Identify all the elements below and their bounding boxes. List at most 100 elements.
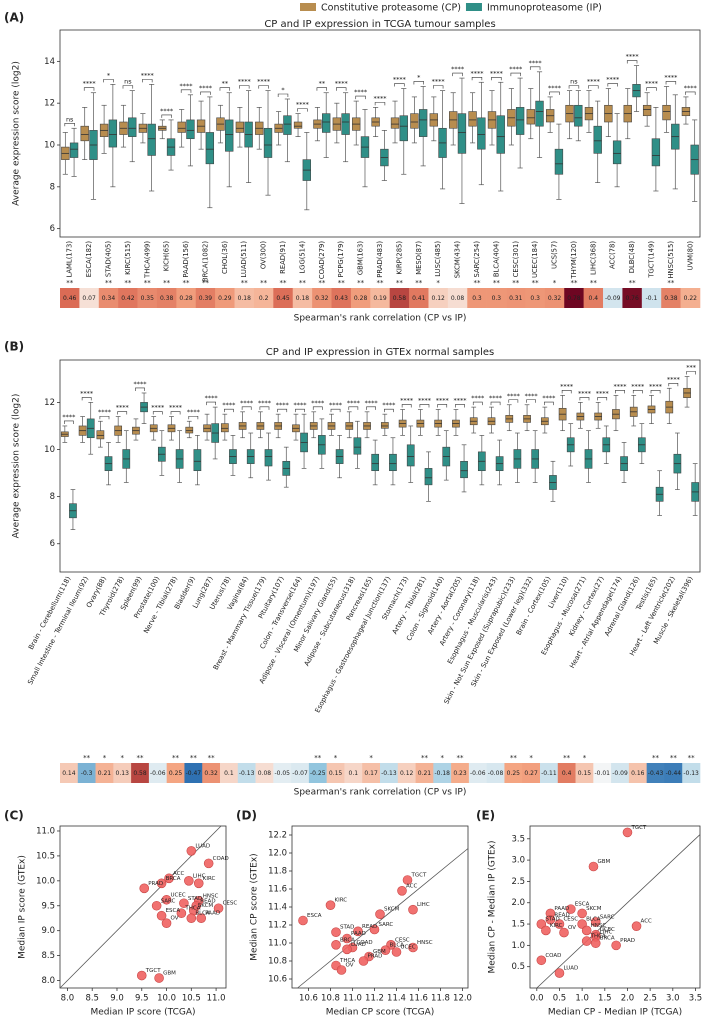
significance-bracket	[219, 87, 231, 91]
significance-label: ****	[606, 76, 620, 84]
point-label: CESC	[223, 901, 238, 907]
heat-value: 0.14	[62, 770, 76, 777]
significance-bracket	[180, 89, 192, 93]
significance-bracket	[394, 83, 405, 87]
y-tick-label: 12	[44, 398, 55, 408]
significance-label: *	[417, 73, 421, 81]
heat-value: -0.1	[646, 295, 658, 302]
heat-significance: **	[314, 754, 322, 762]
significance-label: **	[319, 80, 326, 88]
y-tick-label: 2.0	[511, 898, 525, 908]
y-tick-label: 1.0	[511, 941, 525, 951]
x-tick-label: LGG(514)	[298, 241, 306, 274]
y-tick-label: 10.5	[36, 851, 55, 861]
significance-label: ****	[578, 389, 592, 397]
heat-value: 0.18	[296, 295, 310, 302]
heat-value: 0.38	[160, 295, 174, 302]
box	[185, 426, 194, 434]
significance-bracket	[510, 72, 521, 77]
y-tick-label: 10	[44, 445, 55, 455]
point	[590, 917, 601, 927]
point-label: LUAD	[195, 843, 210, 849]
box	[593, 125, 602, 154]
heat-cell	[113, 763, 132, 783]
y-tick-label: 11.0	[36, 826, 55, 836]
significance-bracket	[686, 371, 696, 375]
heat-cell	[308, 763, 327, 783]
heat-value: 0.32	[548, 295, 562, 302]
significance-label: ****	[365, 399, 379, 407]
heat-cell	[234, 288, 255, 308]
significance-bracket	[117, 411, 128, 415]
heat-significance: **	[357, 279, 365, 287]
point	[331, 939, 341, 950]
point-label: SKCM	[384, 907, 400, 913]
point	[358, 956, 369, 966]
point-label: PAAD	[205, 911, 220, 917]
significance-label: ****	[432, 78, 446, 86]
point	[369, 924, 380, 935]
significance-label: ****	[205, 394, 219, 402]
point-label: GBM	[163, 971, 176, 977]
point	[154, 973, 164, 983]
heat-significance: **	[688, 754, 696, 762]
point	[565, 904, 576, 914]
legend-label: Immunoproteasome (IP)	[487, 3, 602, 14]
heat-cell	[350, 288, 371, 308]
significance-bracket	[103, 79, 114, 83]
x-tick-label: 9.5	[135, 994, 149, 1004]
point-label: KIRC	[203, 876, 216, 882]
significance-bracket	[433, 85, 444, 89]
heat-cell	[504, 763, 523, 783]
point	[325, 900, 336, 911]
heat-value: 0.3	[530, 295, 540, 302]
point-label: BLCA	[390, 943, 405, 949]
heat-value: 0.07	[82, 295, 96, 302]
box	[371, 453, 380, 472]
heat-significance: **	[532, 279, 540, 287]
heat-cell	[273, 763, 292, 783]
significance-bracket	[170, 411, 181, 415]
heat-value: -0.08	[488, 770, 504, 777]
heat-value: 0.2	[259, 295, 269, 302]
significance-label: ****	[240, 399, 254, 407]
point-label: TGCT	[145, 968, 161, 974]
x-tick-label: 3.5	[689, 994, 703, 1004]
heat-value: 0.25	[169, 770, 183, 777]
point-label: ESCA	[307, 913, 322, 919]
heat-significance: **	[66, 279, 74, 287]
x-tick-label: MESO(87)	[415, 241, 423, 275]
heat-value: -0.09	[612, 770, 628, 777]
significance-label: ****	[542, 394, 556, 402]
box	[177, 121, 186, 133]
box	[220, 423, 229, 433]
significance-bracket	[597, 397, 608, 401]
point-label: ESCA	[575, 902, 590, 908]
significance-label: ****	[684, 84, 698, 92]
point	[139, 883, 150, 894]
heat-value: 0.41	[412, 295, 426, 302]
significance-label: ****	[134, 380, 148, 388]
significance-label: ****	[400, 396, 414, 404]
point-label: READ	[554, 912, 569, 918]
x-tick-label: SARC(254)	[473, 241, 481, 278]
heat-value: -0.47	[186, 770, 202, 777]
heat-value: -0.44	[666, 770, 682, 777]
heat-cell	[622, 288, 643, 308]
x-tick-label: BRCA(1082)	[201, 241, 209, 282]
x-tick-label: 8.5	[85, 994, 99, 1004]
significance-label: ****	[80, 389, 94, 397]
significance-label: ****	[160, 107, 174, 115]
y-tick-label: 11.4	[268, 903, 287, 913]
x-tick-label: 9.0	[110, 994, 124, 1004]
heat-significance: **	[396, 279, 404, 287]
heat-cell	[312, 288, 332, 308]
significance-bracket	[549, 91, 560, 95]
heat-significance: **	[493, 279, 501, 287]
point	[331, 927, 341, 938]
heat-cell	[184, 763, 203, 783]
box	[651, 138, 661, 167]
significance-label: ****	[347, 399, 361, 407]
point	[184, 876, 194, 886]
point	[342, 944, 352, 955]
